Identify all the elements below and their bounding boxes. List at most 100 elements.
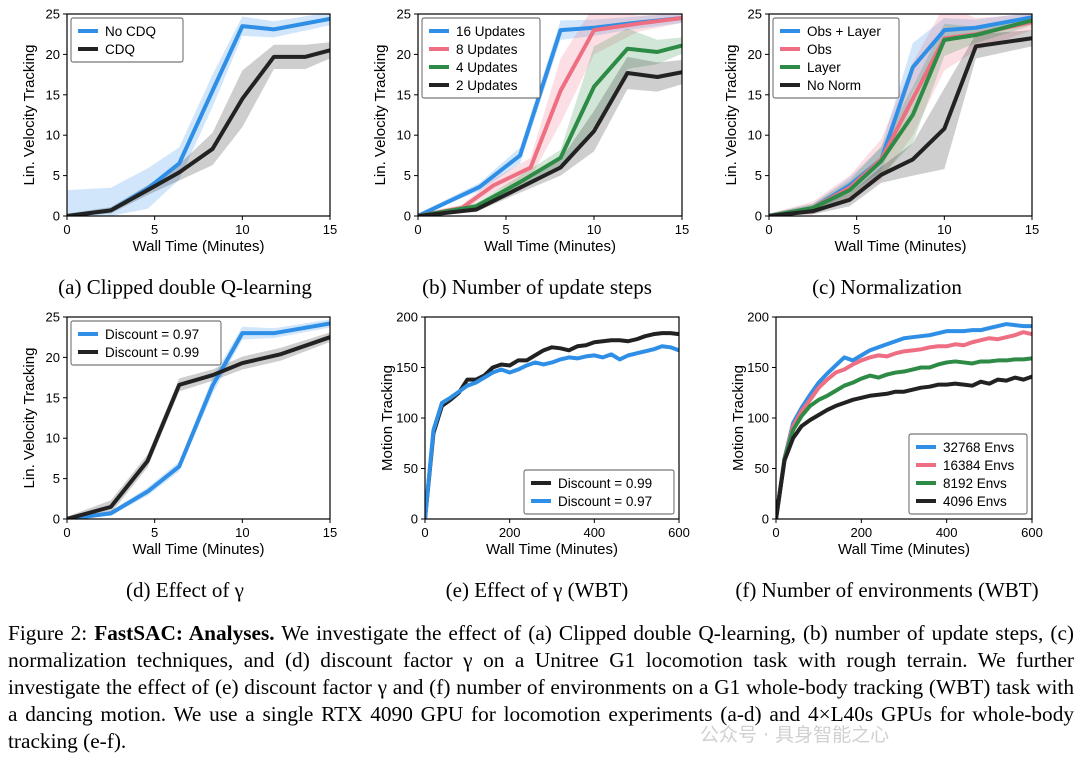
y-tick-label: 0 bbox=[404, 209, 411, 224]
y-axis-label: Motion Tracking bbox=[730, 365, 747, 471]
plot-area bbox=[67, 319, 330, 519]
x-tick-label: 400 bbox=[936, 525, 958, 540]
legend-label: Obs bbox=[807, 42, 832, 57]
x-tick-label: 0 bbox=[772, 525, 779, 540]
x-tick-label: 15 bbox=[1025, 222, 1039, 237]
y-axis-label: Motion Tracking bbox=[379, 365, 396, 471]
y-tick-label: 10 bbox=[748, 128, 762, 143]
y-tick-label: 5 bbox=[53, 471, 60, 486]
y-tick-label: 0 bbox=[411, 512, 418, 527]
panel-subcaption: (c) Normalization bbox=[812, 275, 962, 299]
legend-label: 4 Updates bbox=[456, 60, 518, 75]
series-line-e-1 bbox=[425, 344, 679, 519]
series-band-c-0 bbox=[769, 14, 1032, 216]
chart-panel-d: 0 5 10 15 0 5 10 15 20 25 Wall Time (Minutes) Lin. … bbox=[21, 310, 337, 603]
legend: Discount = 0.97 Discount = 0.99 bbox=[70, 320, 222, 366]
plot-area bbox=[769, 14, 1032, 216]
legend-label: CDQ bbox=[105, 42, 135, 57]
legend: No CDQ CDQ bbox=[70, 17, 184, 63]
y-tick-label: 15 bbox=[748, 87, 762, 102]
legend-label: 8192 Envs bbox=[943, 476, 1007, 491]
series-band-b-0 bbox=[418, 14, 682, 216]
series-band-a-0 bbox=[67, 14, 330, 216]
legend-box bbox=[772, 17, 900, 99]
legend-box bbox=[70, 320, 222, 366]
caption-title: FastSAC: Analyses. bbox=[94, 621, 275, 645]
y-tick-label: 150 bbox=[396, 360, 418, 375]
series-band-c-2 bbox=[769, 15, 1032, 216]
plot-area bbox=[67, 14, 330, 216]
y-tick-label: 10 bbox=[46, 128, 60, 143]
legend: Obs + Layer Obs Layer No Norm bbox=[772, 17, 900, 99]
x-tick-label: 5 bbox=[502, 222, 509, 237]
legend-label: 2 Updates bbox=[456, 78, 518, 93]
figure-caption: Figure 2: FastSAC: Analyses. We investig… bbox=[8, 620, 1074, 755]
series-line-e-0 bbox=[425, 331, 679, 519]
caption-text: We investigate the effect of (a) Clipped… bbox=[8, 621, 1074, 753]
x-tick-label: 200 bbox=[850, 525, 872, 540]
legend: Discount = 0.99 Discount = 0.97 bbox=[523, 469, 675, 515]
legend-box bbox=[908, 433, 1028, 515]
series-line-f-0 bbox=[776, 322, 1032, 519]
y-tick-label: 5 bbox=[53, 168, 60, 183]
y-tick-label: 100 bbox=[396, 411, 418, 426]
x-axis-label: Wall Time (Minutes) bbox=[133, 238, 265, 255]
legend-label: 16 Updates bbox=[456, 24, 525, 39]
panel-subcaption: (a) Clipped double Q-learning bbox=[58, 275, 312, 299]
x-tick-label: 15 bbox=[675, 222, 689, 237]
series-line-f-2 bbox=[776, 356, 1032, 519]
y-tick-label: 20 bbox=[397, 47, 411, 62]
y-tick-label: 25 bbox=[397, 7, 411, 22]
series-line-d-1 bbox=[67, 335, 330, 519]
y-tick-label: 0 bbox=[762, 512, 769, 527]
y-tick-label: 5 bbox=[755, 168, 762, 183]
series-band-d-1 bbox=[67, 332, 330, 519]
y-tick-label: 0 bbox=[53, 209, 60, 224]
legend-label: Discount = 0.97 bbox=[558, 494, 652, 509]
legend-label: No CDQ bbox=[105, 24, 156, 39]
panel-subcaption: (d) Effect of γ bbox=[126, 578, 244, 602]
panel-subcaption: (e) Effect of γ (WBT) bbox=[446, 578, 629, 602]
x-tick-label: 5 bbox=[853, 222, 860, 237]
legend-label: 8 Updates bbox=[456, 42, 518, 57]
y-axis-label: Lin. Velocity Tracking bbox=[723, 45, 740, 186]
y-tick-label: 25 bbox=[46, 7, 60, 22]
series-band-b-2 bbox=[418, 28, 682, 216]
axes-frame bbox=[66, 316, 331, 520]
y-tick-label: 10 bbox=[397, 128, 411, 143]
y-tick-label: 0 bbox=[53, 512, 60, 527]
legend-box bbox=[421, 17, 541, 99]
chart-panel-b: 0 5 10 15 0 5 10 15 20 25 Wall Time (Minutes) Lin. … bbox=[372, 7, 689, 300]
x-tick-label: 600 bbox=[668, 525, 690, 540]
y-tick-label: 25 bbox=[46, 310, 60, 325]
legend-label: 16384 Envs bbox=[943, 458, 1015, 473]
axes-frame bbox=[768, 13, 1033, 217]
series-line-b-2 bbox=[418, 43, 682, 216]
x-tick-label: 0 bbox=[63, 222, 70, 237]
legend-label: Discount = 0.97 bbox=[105, 327, 199, 342]
y-tick-label: 200 bbox=[396, 310, 418, 325]
legend: 16 Updates 8 Updates 4 Updates 2 Updates bbox=[421, 17, 541, 99]
y-tick-label: 50 bbox=[755, 461, 769, 476]
x-tick-label: 15 bbox=[323, 222, 337, 237]
x-axis-label: Wall Time (Minutes) bbox=[486, 541, 618, 558]
legend: 32768 Envs 16384 Envs 8192 Envs 4096 Envs bbox=[908, 433, 1028, 515]
y-tick-label: 20 bbox=[748, 47, 762, 62]
x-tick-label: 10 bbox=[235, 525, 249, 540]
legend-label: Obs + Layer bbox=[807, 24, 881, 39]
axes-frame bbox=[66, 13, 331, 217]
y-tick-label: 10 bbox=[46, 431, 60, 446]
series-line-c-2 bbox=[769, 18, 1032, 216]
legend-label: 4096 Envs bbox=[943, 494, 1007, 509]
legend-label: 32768 Envs bbox=[943, 440, 1015, 455]
x-tick-label: 15 bbox=[323, 525, 337, 540]
y-tick-label: 15 bbox=[46, 87, 60, 102]
caption-label: Figure 2: bbox=[8, 621, 88, 645]
plot-area bbox=[418, 14, 682, 216]
y-tick-label: 15 bbox=[46, 390, 60, 405]
y-axis-label: Lin. Velocity Tracking bbox=[21, 45, 38, 186]
y-tick-label: 200 bbox=[747, 310, 769, 325]
legend-label: Discount = 0.99 bbox=[558, 476, 652, 491]
y-tick-label: 25 bbox=[748, 7, 762, 22]
